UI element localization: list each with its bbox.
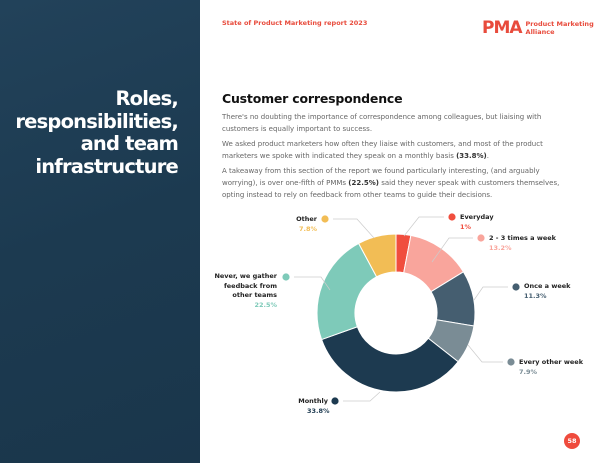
- legend-dot: [507, 358, 515, 366]
- legend-label-once-a-week: Once a week: [524, 282, 571, 290]
- leader-line: [333, 218, 375, 239]
- donut-slice-never-we-gather-feedback-from-other-teams: [316, 242, 378, 341]
- text: We asked product marketers how often the…: [222, 140, 543, 160]
- legend-dot: [331, 397, 339, 405]
- legend-dot: [282, 273, 290, 281]
- legend-label-never: Never, we gather feedback from other tea…: [214, 272, 277, 299]
- legend-label-2-3-times: 2 - 3 times a week: [489, 234, 556, 242]
- legend-label-everyday: Everyday: [460, 213, 494, 221]
- legend-dot: [512, 283, 520, 291]
- paragraph-takeaway: A takeaway from this section of the repo…: [222, 165, 562, 201]
- legend-dot: [477, 234, 485, 242]
- leader-line: [294, 276, 331, 291]
- legend-label-every-other-week: Every other week: [519, 358, 584, 366]
- legend-label-monthly: Monthly: [298, 397, 328, 405]
- leader-line: [473, 286, 508, 301]
- legend-dot: [321, 215, 329, 223]
- text: A takeaway from this section of the repo…: [222, 167, 540, 187]
- logo-mark: PMA: [482, 18, 523, 38]
- leader-line: [431, 237, 473, 263]
- value-everyday: 1%: [460, 223, 472, 231]
- text: said they never speak with customers the…: [222, 179, 560, 199]
- highlight-never: (22.5%): [348, 179, 379, 187]
- value-monthly: 33.8%: [307, 407, 330, 415]
- legend-label-other: Other: [296, 215, 317, 223]
- leader-line: [467, 344, 503, 363]
- leader-line: [403, 216, 444, 237]
- paragraph-intro: There's no doubting the importance of co…: [222, 113, 542, 133]
- value-once-a-week: 11.3%: [524, 292, 547, 300]
- value-never: 22.5%: [254, 301, 277, 309]
- section-title-line: and team: [80, 132, 179, 155]
- legend-dot: [448, 213, 456, 221]
- leader-line: [343, 391, 381, 402]
- section-title: Roles, responsibilities, and team infras…: [0, 87, 179, 178]
- page-number: 58: [564, 433, 580, 449]
- donut-slice-monthly: [320, 326, 459, 393]
- highlight-monthly: (33.8%): [456, 152, 487, 160]
- section-title-line: responsibilities,: [15, 109, 178, 133]
- page-heading: Customer correspondence: [222, 91, 403, 106]
- value-every-other-week: 7.9%: [519, 368, 538, 376]
- donut-slice-other: [357, 233, 397, 278]
- logo-line: Alliance: [525, 28, 555, 36]
- value-2-3-times: 13.2%: [489, 244, 512, 252]
- sidebar-panel: Roles, responsibilities, and team infras…: [0, 0, 200, 463]
- logo-text: Product Marketing Alliance: [526, 20, 594, 36]
- text: .: [486, 152, 489, 160]
- pma-logo: PMA Product Marketing Alliance: [482, 18, 594, 38]
- report-title: State of Product Marketing report 2023: [222, 19, 368, 27]
- paragraph-monthly: We asked product marketers how often the…: [222, 138, 562, 162]
- logo-line: Product Marketing: [525, 20, 594, 28]
- section-title-line: Roles,: [115, 87, 178, 110]
- section-title-line: infrastructure: [35, 154, 178, 178]
- value-other: 7.8%: [298, 225, 317, 233]
